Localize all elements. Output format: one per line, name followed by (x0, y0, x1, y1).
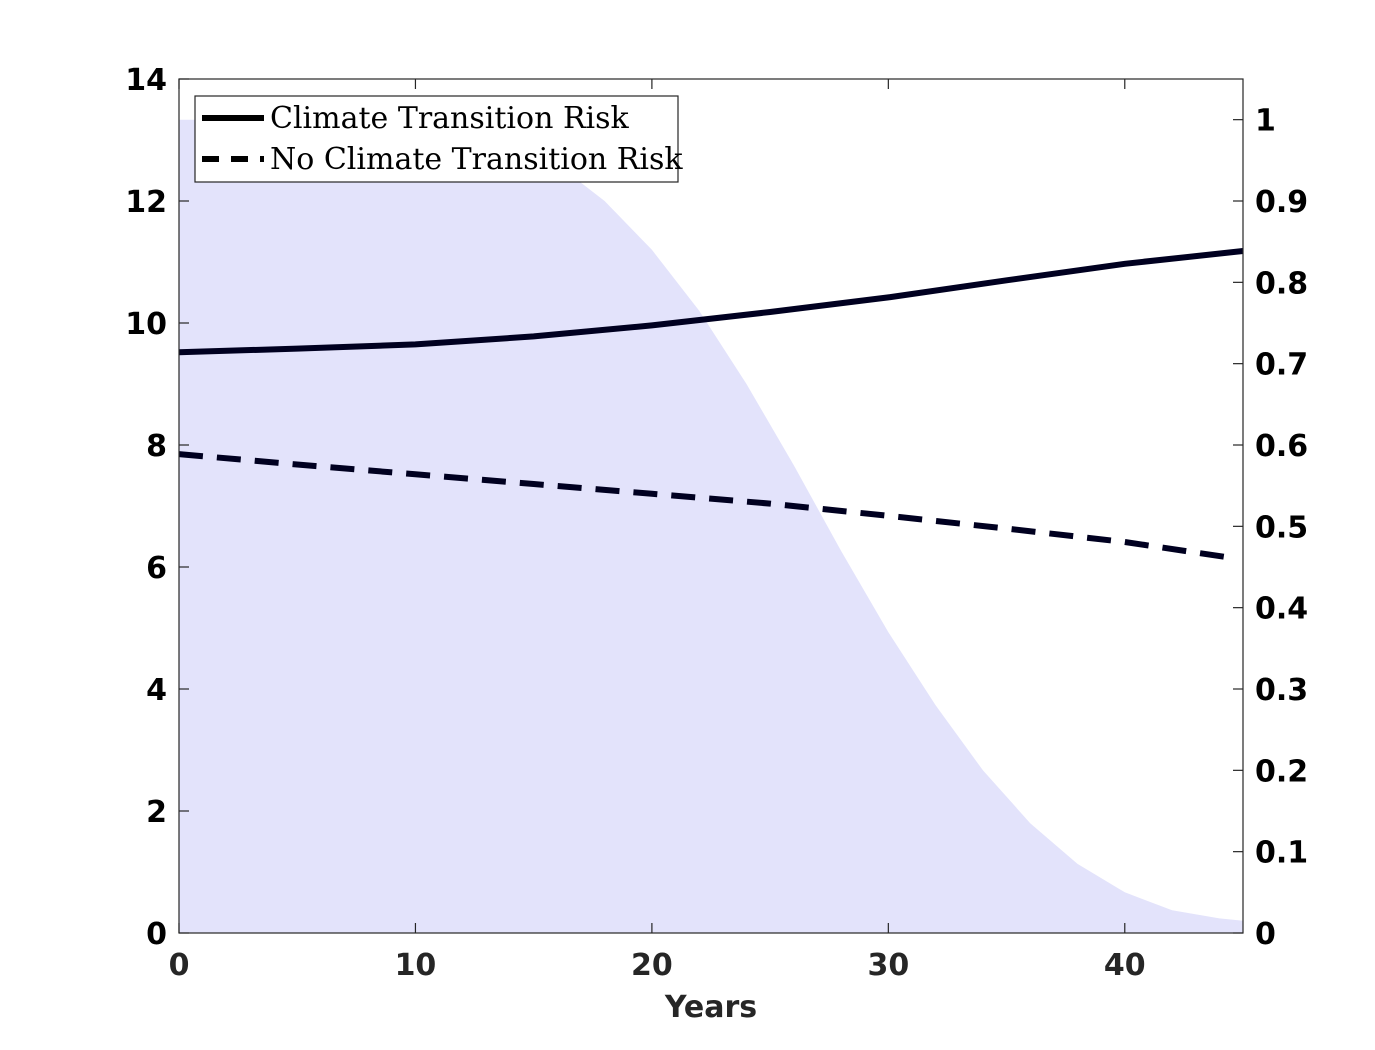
series-line-no-climate-transition-risk (178, 451, 1232, 561)
right-y-tick-label: 0.6 (1255, 429, 1308, 464)
left-y-tick-label: 10 (125, 307, 167, 342)
right-y-tick-label: 0.9 (1255, 185, 1308, 220)
left-y-tick-label: 2 (146, 795, 167, 830)
x-tick-label: 40 (1104, 948, 1146, 983)
x-axis: 0 10 20 30 40 (169, 79, 1146, 983)
right-y-tick-label: 1 (1255, 104, 1276, 139)
left-y-tick-label: 4 (146, 673, 167, 708)
x-tick-label: 20 (631, 948, 673, 983)
series-line-climate-transition-risk (178, 248, 1244, 356)
right-y-tick-label: 0.3 (1255, 673, 1308, 708)
left-y-axis: 0 2 4 6 8 10 12 14 (125, 63, 189, 952)
right-y-axis: 0 0.1 0.2 0.3 0.4 0.5 0.6 0.7 0.8 0.9 1 (1233, 104, 1308, 952)
right-y-tick-label: 0.4 (1255, 592, 1308, 627)
left-y-tick-label: 14 (125, 63, 167, 98)
left-y-tick-label: 0 (146, 917, 167, 952)
right-y-tick-label: 0.2 (1255, 754, 1308, 789)
shaded-probability-area (179, 119, 1243, 933)
left-y-tick-label: 12 (125, 185, 167, 220)
right-y-tick-label: 0.8 (1255, 266, 1308, 301)
plot-frame (178, 78, 1244, 934)
x-axis-title: Years (664, 990, 757, 1025)
left-y-tick-label: 6 (146, 551, 167, 586)
legend-label-climate-transition-risk: Climate Transition Risk (270, 101, 630, 136)
legend-box (194, 95, 679, 183)
legend: Climate Transition Risk No Climate Trans… (194, 95, 683, 183)
right-y-tick-label: 0.7 (1255, 348, 1308, 383)
x-tick-label: 10 (395, 948, 437, 983)
series-lines (178, 248, 1244, 561)
left-y-tick-label: 8 (146, 429, 167, 464)
right-y-tick-label: 0.5 (1255, 510, 1308, 545)
x-tick-label: 0 (169, 948, 190, 983)
legend-label-no-climate-transition-risk: No Climate Transition Risk (270, 142, 683, 177)
right-y-tick-label: 0.1 (1255, 836, 1308, 871)
x-tick-label: 30 (867, 948, 909, 983)
right-y-tick-label: 0 (1255, 917, 1276, 952)
